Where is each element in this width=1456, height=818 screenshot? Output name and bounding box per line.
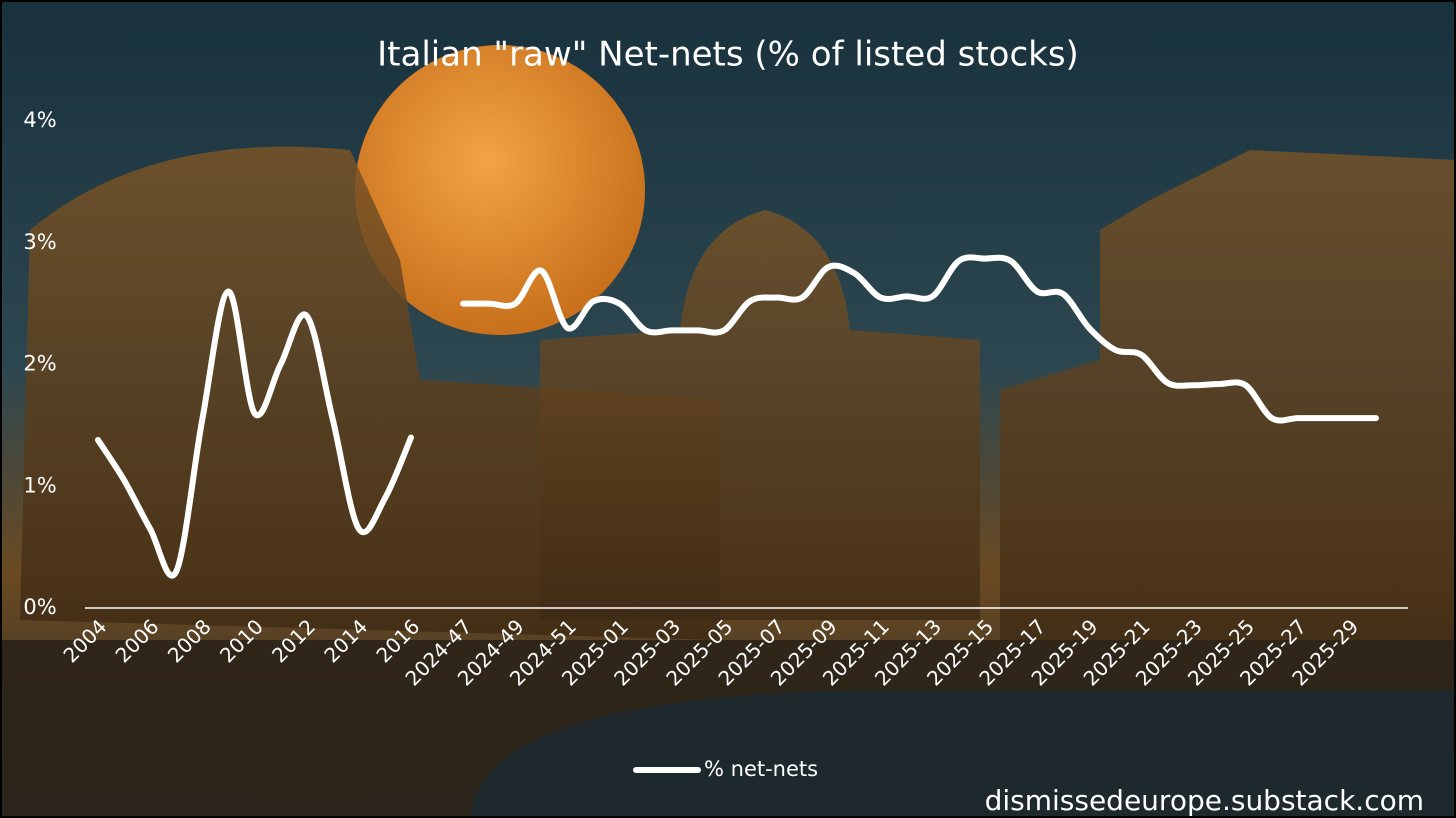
y-tick-label: 3%: [23, 230, 56, 254]
chart-title: Italian "raw" Net-nets (% of listed stoc…: [377, 35, 1079, 75]
legend-label: % net-nets: [704, 757, 818, 781]
annotation: dismissedeurope.substack.com: [985, 784, 1424, 817]
y-tick-label: 4%: [23, 108, 56, 132]
y-tick-label: 2%: [23, 352, 56, 376]
y-tick-label: 1%: [23, 473, 56, 497]
y-tick-label: 0%: [23, 595, 56, 619]
data-line: [95, 254, 1379, 579]
